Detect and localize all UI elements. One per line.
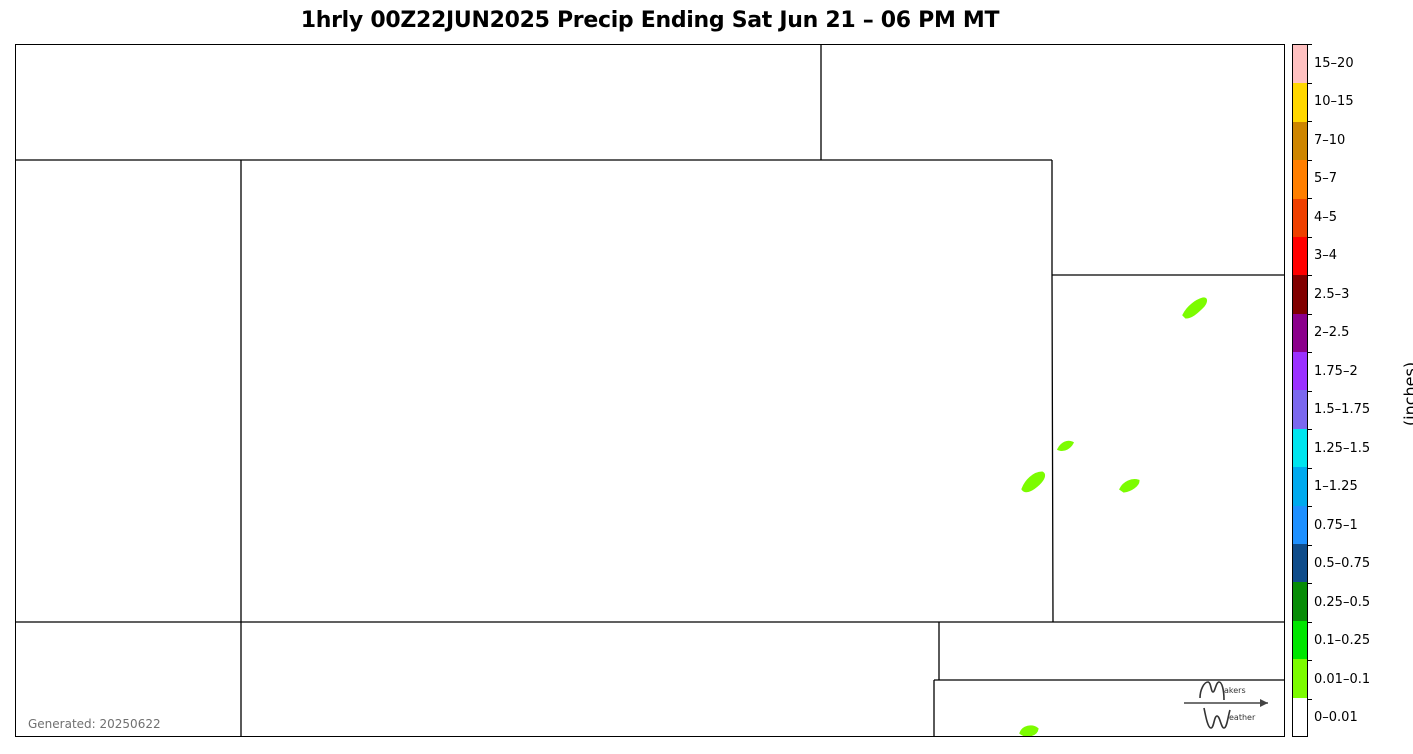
colorbar-segment <box>1293 467 1307 506</box>
colorbar-tick-label: 2–2.5 <box>1308 313 1378 353</box>
generated-date: Generated: 20250622 <box>28 717 161 731</box>
colorbar-segment <box>1293 275 1307 314</box>
logo-text-top: akers <box>1224 686 1246 695</box>
map-area <box>15 44 1285 737</box>
colorbar-tick-label: 0.5–0.75 <box>1308 544 1378 584</box>
colorbar-tick-label: 0.75–1 <box>1308 506 1378 545</box>
colorbar-segment <box>1293 428 1307 468</box>
colorbar-segment <box>1293 544 1307 583</box>
colorbar-tick-label: 0–0.01 <box>1308 698 1378 738</box>
state-borders-map <box>16 45 1284 736</box>
colorbar-tick-label: 1.25–1.5 <box>1308 429 1378 468</box>
colorbar-units-label: (inches) <box>1400 361 1413 427</box>
border-wyoming-east <box>1051 160 1054 623</box>
precip-cells <box>1019 297 1207 736</box>
colorbar-tick-label: 15–20 <box>1308 44 1378 83</box>
precip-cell <box>1119 479 1140 493</box>
precip-cell <box>1056 440 1075 451</box>
colorbar-segment <box>1293 697 1307 736</box>
colorbar-labels: 0–0.01 0.01–0.1 0.1–0.25 0.25–0.5 0.5–0.75 0.… <box>1308 44 1378 737</box>
precip-cell <box>1021 471 1046 493</box>
colorbar-segment <box>1293 352 1307 391</box>
colorbar-segment <box>1293 313 1307 353</box>
colorbar-tick-label: 1.75–2 <box>1308 352 1378 391</box>
colorbar-segment <box>1293 198 1307 237</box>
colorbar-tick-label: 10–15 <box>1308 82 1378 122</box>
precip-colorbar <box>1292 44 1308 737</box>
colorbar-tick-label: 7–10 <box>1308 121 1378 160</box>
colorbar-tick-label: 4–5 <box>1308 198 1378 237</box>
colorbar-tick-label: 3–4 <box>1308 236 1378 276</box>
colorbar-tick-label: 5–7 <box>1308 159 1378 199</box>
colorbar-segment <box>1293 659 1307 698</box>
colorbar-tick-label: 0.1–0.25 <box>1308 621 1378 661</box>
colorbar-segment <box>1293 505 1307 545</box>
precip-cell <box>1019 725 1039 736</box>
colorbar-segment <box>1293 390 1307 429</box>
colorbar-segment <box>1293 620 1307 660</box>
colorbar-segment <box>1293 160 1307 199</box>
colorbar-segment <box>1293 121 1307 161</box>
map-title: 1hrly 00Z22JUN2025 Precip Ending Sat Jun… <box>300 8 1000 33</box>
precip-cell <box>1182 297 1207 319</box>
colorbar-tick-label: 1–1.25 <box>1308 467 1378 507</box>
makers-weather-logo: akers eather <box>1184 681 1268 729</box>
logo-text-bottom: eather <box>1229 713 1256 722</box>
colorbar-tick-label: 2.5–3 <box>1308 275 1378 314</box>
colorbar-tick-label: 0.01–0.1 <box>1308 660 1378 699</box>
colorbar-tick-label: 0.25–0.5 <box>1308 583 1378 622</box>
colorbar-tick-label: 1.5–1.75 <box>1308 390 1378 430</box>
colorbar-segment <box>1293 44 1307 84</box>
colorbar-segment <box>1293 83 1307 122</box>
colorbar-segment <box>1293 236 1307 276</box>
colorbar-segment <box>1293 582 1307 621</box>
